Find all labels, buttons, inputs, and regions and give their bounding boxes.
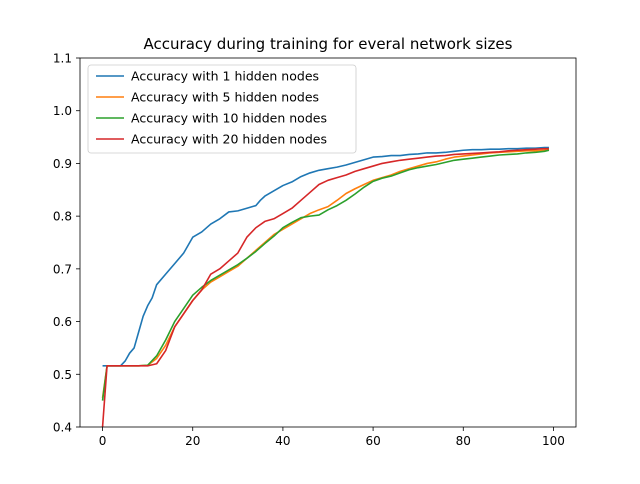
legend-label-1: Accuracy with 1 hidden nodes xyxy=(131,69,319,84)
y-tick-label: 0.5 xyxy=(53,368,72,382)
x-tick-label: 20 xyxy=(185,434,200,448)
legend-label-4: Accuracy with 20 hidden nodes xyxy=(131,132,327,147)
series-lines xyxy=(101,146,550,428)
y-tick-label: 0.9 xyxy=(53,157,72,171)
legend-box xyxy=(87,64,357,154)
y-tick-label: 0.8 xyxy=(53,210,72,224)
x-tick-label: 100 xyxy=(542,434,565,448)
x-tick-label: 60 xyxy=(365,434,380,448)
x-tick-label: 40 xyxy=(275,434,290,448)
y-tick-label: 0.7 xyxy=(53,262,72,276)
chart-title: Accuracy during training for everal netw… xyxy=(144,35,513,53)
legend-label-2: Accuracy with 5 hidden nodes xyxy=(131,90,319,105)
y-tick-label: 1.1 xyxy=(53,52,72,66)
axes: 0 20 40 60 80 100 0.4 0.5 0.6 0.7 0.8 0.9 1.0 1.1 xyxy=(53,52,565,449)
x-tick-label: 0 xyxy=(99,434,107,448)
y-tick-label: 0.4 xyxy=(53,421,72,435)
y-tick-label: 0.6 xyxy=(53,315,72,329)
series-line-1 xyxy=(102,146,549,367)
series-line-3 xyxy=(101,149,550,401)
plot-frame xyxy=(79,57,577,428)
x-tick-label: 80 xyxy=(456,434,471,448)
y-tick-label: 1.0 xyxy=(53,104,72,118)
series-line-4 xyxy=(101,147,549,428)
legend-label-3: Accuracy with 10 hidden nodes xyxy=(131,111,327,126)
legend: Accuracy with 1 hidden nodes Accuracy wit… xyxy=(87,64,357,154)
axes-frame xyxy=(79,57,577,428)
